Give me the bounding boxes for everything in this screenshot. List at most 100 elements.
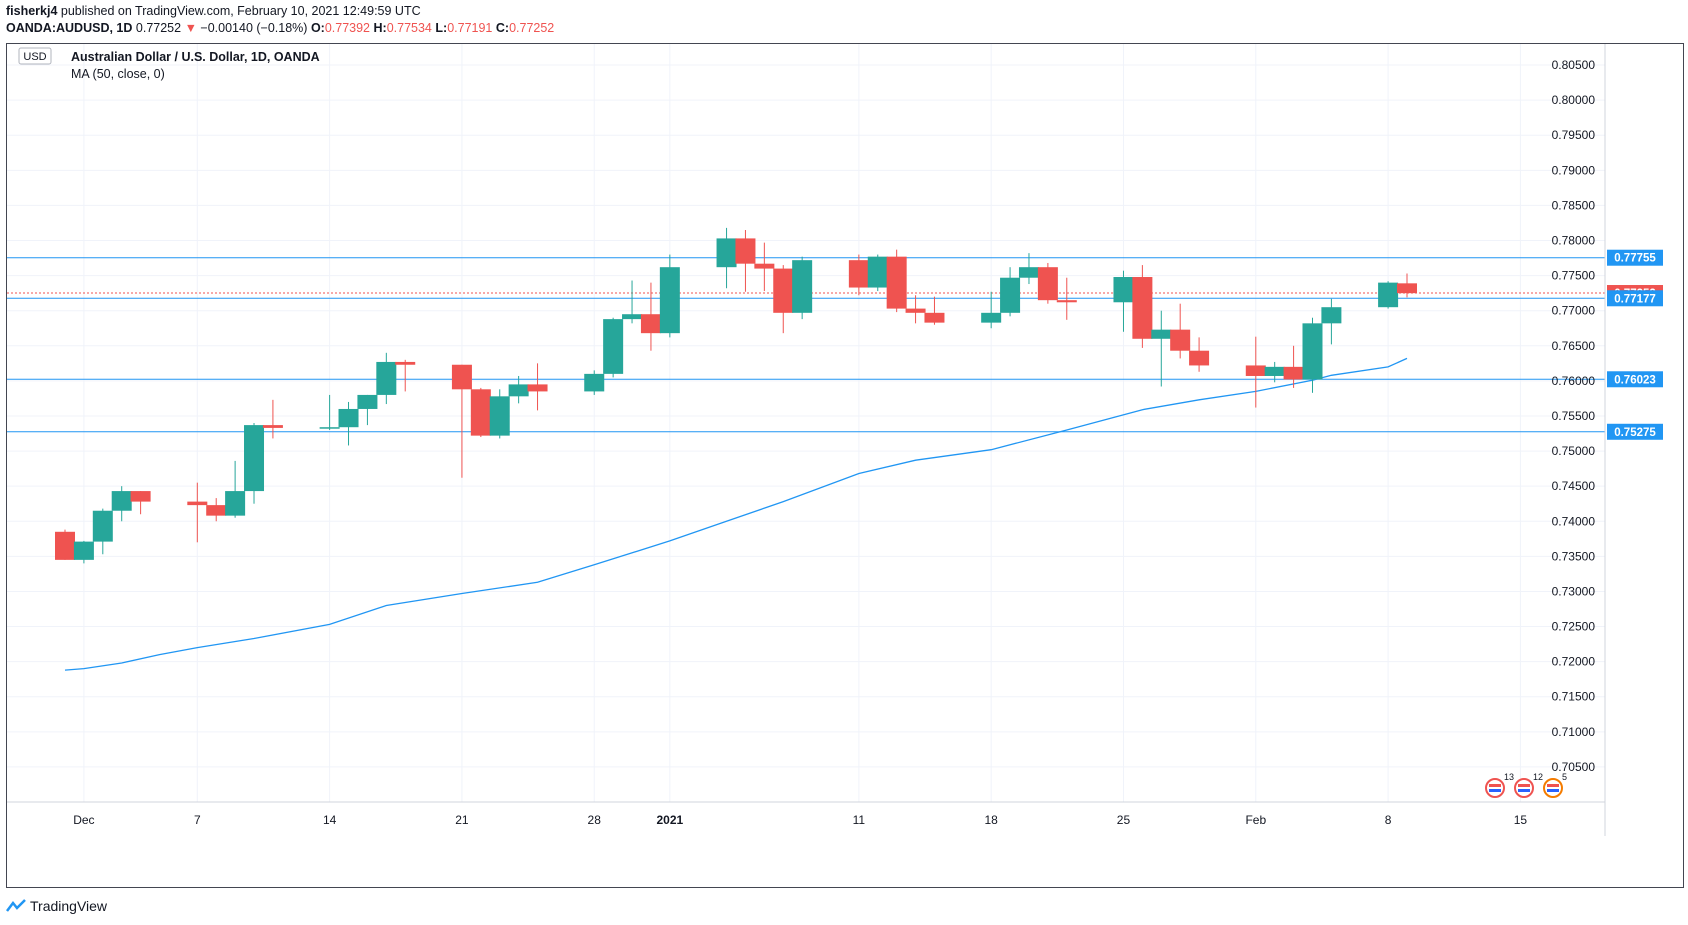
y-tick-label: 0.79500 bbox=[1552, 128, 1596, 142]
candle-down[interactable] bbox=[924, 296, 945, 325]
candle-down[interactable] bbox=[640, 282, 661, 351]
candle-body bbox=[527, 384, 548, 392]
candle-down[interactable] bbox=[130, 491, 151, 515]
candle-body bbox=[792, 260, 813, 313]
candle-up[interactable] bbox=[1321, 298, 1342, 345]
candle-down[interactable] bbox=[206, 498, 227, 522]
candle-up[interactable] bbox=[981, 291, 1002, 329]
candle-up[interactable] bbox=[1264, 361, 1285, 383]
grid-lines bbox=[7, 44, 1605, 802]
candle-down[interactable] bbox=[187, 482, 208, 543]
level-price-label: 0.76023 bbox=[1614, 374, 1656, 386]
candle-up[interactable] bbox=[1378, 281, 1399, 309]
x-tick-label: 11 bbox=[853, 813, 866, 827]
y-tick-label: 0.74000 bbox=[1552, 514, 1596, 528]
candle-body bbox=[1113, 277, 1134, 303]
candle-down[interactable] bbox=[1283, 345, 1304, 388]
candle-up[interactable] bbox=[622, 280, 643, 324]
candle-down[interactable] bbox=[470, 387, 491, 438]
candle-body bbox=[1397, 283, 1417, 294]
candle-down[interactable] bbox=[886, 249, 907, 313]
candle-up[interactable] bbox=[584, 370, 605, 395]
level-price-label: 0.77755 bbox=[1614, 253, 1656, 265]
ma-line[interactable] bbox=[64, 357, 1408, 671]
candle-body bbox=[187, 501, 208, 506]
event-badge[interactable]: 5 bbox=[1543, 772, 1567, 798]
candle-down[interactable] bbox=[451, 364, 472, 478]
candle-up[interactable] bbox=[716, 227, 737, 289]
candle-up[interactable] bbox=[244, 423, 265, 504]
candle-up[interactable] bbox=[1151, 310, 1172, 387]
chart-frame[interactable]: 0.70500 0.71000 0.71500 0.72000 0.72500 0.730… bbox=[6, 43, 1684, 888]
candle-down[interactable] bbox=[527, 363, 548, 411]
candle-up[interactable] bbox=[73, 540, 94, 564]
candle-up[interactable] bbox=[867, 254, 888, 292]
candle-up[interactable] bbox=[92, 508, 113, 555]
candle-up[interactable] bbox=[1018, 253, 1039, 285]
candle-body bbox=[584, 373, 605, 392]
x-tick-label: 15 bbox=[1514, 813, 1528, 827]
event-badge-count: 5 bbox=[1562, 772, 1567, 782]
candle-down[interactable] bbox=[262, 399, 283, 439]
candles bbox=[55, 227, 1417, 564]
candle-up[interactable] bbox=[111, 486, 132, 522]
high-label: H: bbox=[373, 21, 387, 35]
candle-down[interactable] bbox=[55, 529, 75, 560]
candle-down[interactable] bbox=[1170, 303, 1191, 359]
level-price-tag bbox=[1607, 371, 1663, 388]
candle-up[interactable] bbox=[319, 394, 340, 431]
candle-body bbox=[395, 361, 416, 365]
candle-body bbox=[508, 384, 529, 397]
y-tick-label: 0.78500 bbox=[1552, 198, 1596, 212]
x-tick-label: 14 bbox=[323, 813, 337, 827]
publisher-name[interactable]: fisherkj4 bbox=[6, 4, 58, 18]
candle-up[interactable] bbox=[1000, 267, 1021, 317]
candle-down[interactable] bbox=[773, 265, 794, 334]
candle-down[interactable] bbox=[1037, 262, 1058, 304]
footer-brand[interactable]: TradingView bbox=[30, 898, 108, 914]
candle-body bbox=[1000, 277, 1021, 313]
event-badge[interactable]: 13 bbox=[1485, 772, 1514, 798]
candle-down[interactable] bbox=[1132, 265, 1153, 348]
footer: TradingView bbox=[6, 898, 107, 914]
candle-down[interactable] bbox=[1189, 337, 1210, 372]
candle-body bbox=[357, 394, 378, 409]
candle-down[interactable] bbox=[905, 295, 926, 324]
candle-up[interactable] bbox=[376, 352, 397, 405]
candle-up[interactable] bbox=[338, 401, 359, 446]
candle-up[interactable] bbox=[489, 389, 510, 439]
candle-body bbox=[1132, 277, 1153, 339]
candle-up[interactable] bbox=[792, 256, 813, 320]
candle-up[interactable] bbox=[508, 375, 529, 404]
candle-up[interactable] bbox=[659, 254, 680, 338]
y-tick-label: 0.76000 bbox=[1552, 374, 1596, 388]
candle-down[interactable] bbox=[754, 242, 775, 292]
candle-down[interactable] bbox=[848, 254, 869, 296]
candle-up[interactable] bbox=[225, 460, 246, 518]
candle-up[interactable] bbox=[357, 394, 378, 426]
y-tick-label: 0.75500 bbox=[1552, 409, 1596, 423]
flag-icon bbox=[1543, 778, 1563, 798]
candle-down[interactable] bbox=[1245, 336, 1266, 408]
candle-down[interactable] bbox=[1056, 277, 1077, 320]
currency-box[interactable] bbox=[18, 47, 52, 65]
tradingview-logo-icon[interactable] bbox=[6, 899, 26, 913]
candle-body bbox=[716, 238, 737, 268]
candle-up[interactable] bbox=[1302, 317, 1323, 393]
candlestick-chart[interactable]: 0.70500 0.71000 0.71500 0.72000 0.72500 0.730… bbox=[7, 44, 1683, 887]
open-label: O: bbox=[310, 21, 325, 35]
y-tick-label: 0.72500 bbox=[1552, 620, 1596, 634]
event-badge[interactable]: 12 bbox=[1514, 772, 1543, 798]
candle-body bbox=[111, 491, 132, 511]
x-tick-label: 21 bbox=[455, 813, 469, 827]
event-badges[interactable]: 13 12 5 bbox=[1485, 772, 1567, 798]
time-axis[interactable]: Dec 7 14 21 28 2021 11 18 25 Feb 8 15 bbox=[7, 801, 1605, 827]
x-tick-label: 18 bbox=[984, 813, 998, 827]
price-axis[interactable]: 0.70500 0.71000 0.71500 0.72000 0.72500 0.730… bbox=[1552, 44, 1663, 836]
candle-body bbox=[1018, 267, 1039, 278]
candle-up[interactable] bbox=[1113, 270, 1134, 332]
candle-down[interactable] bbox=[735, 229, 756, 292]
candle-up[interactable] bbox=[603, 317, 624, 378]
candle-down[interactable] bbox=[1397, 273, 1417, 298]
candle-down[interactable] bbox=[395, 359, 416, 392]
